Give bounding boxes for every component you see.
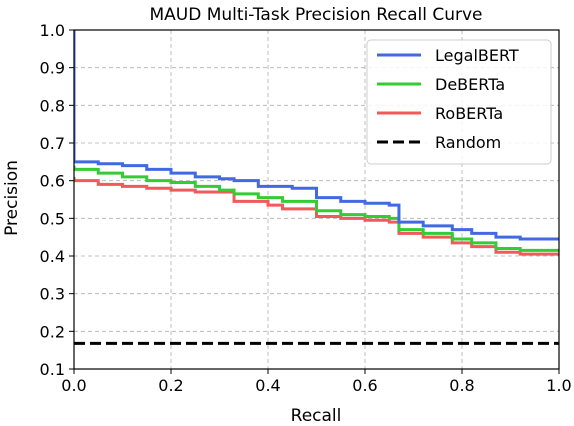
legend-label-deberta: DeBERTa xyxy=(435,75,505,94)
chart-title: MAUD Multi-Task Precision Recall Curve xyxy=(150,5,483,25)
series-line-roberta xyxy=(74,176,559,256)
legend-label-roberta: RoBERTa xyxy=(435,104,503,123)
y-tick-label: 0.2 xyxy=(40,322,65,341)
y-axis-title: Precision xyxy=(2,160,22,236)
y-tick-label: 0.9 xyxy=(40,59,65,78)
y-tick-label: 0.8 xyxy=(40,96,65,115)
y-tick-label: 0.6 xyxy=(40,172,65,191)
y-tick-label: 0.4 xyxy=(40,247,65,266)
legend-box xyxy=(366,39,552,165)
axis-ticks: 0.0 0.2 0.4 0.6 0.8 1.0 0.1 0.2 0.3 0.4 0.5 0.6 0.7 0… xyxy=(40,21,572,395)
plot-frame xyxy=(73,29,560,370)
y-tick-label: 0.1 xyxy=(40,360,65,379)
legend-label-legalbert: LegalBERT xyxy=(435,46,519,65)
x-tick-label: 0.8 xyxy=(449,376,474,395)
y-tick-label: 0.7 xyxy=(40,134,65,153)
series-layer xyxy=(74,30,559,345)
x-tick-label: 0.0 xyxy=(61,376,86,395)
x-tick-label: 1.0 xyxy=(546,376,571,395)
legend-label-random: Random xyxy=(435,133,501,152)
x-tick-label: 0.4 xyxy=(255,376,280,395)
series-line-deberta xyxy=(74,165,559,252)
x-tick-label: 0.2 xyxy=(158,376,183,395)
y-tick-label: 0.3 xyxy=(40,285,65,304)
y-tick-label: 0.5 xyxy=(40,209,65,228)
series-line-legalbert xyxy=(74,30,559,241)
legend: LegalBERT DeBERTa RoBERTa Random xyxy=(366,39,552,165)
x-tick-label: 0.6 xyxy=(352,376,377,395)
x-axis-title: Recall xyxy=(291,406,342,426)
y-tick-label: 1.0 xyxy=(40,21,65,40)
